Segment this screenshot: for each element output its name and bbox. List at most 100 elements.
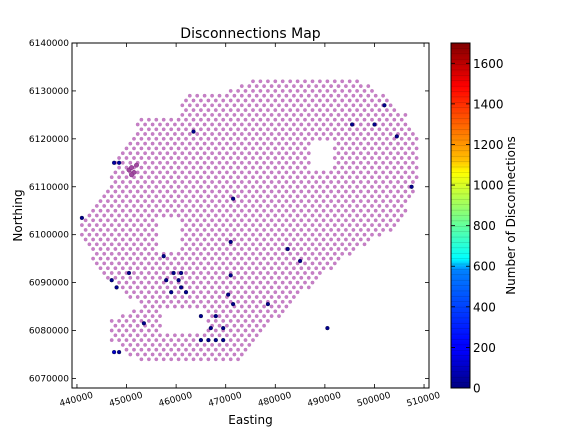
meter-point — [310, 117, 315, 122]
meter-point — [243, 319, 248, 323]
meter-point — [135, 295, 140, 299]
meter-point — [399, 194, 404, 199]
meter-point — [221, 146, 226, 151]
meter-point — [147, 213, 151, 218]
meter-point — [254, 304, 259, 309]
x-tick-label: 510000 — [406, 391, 442, 410]
meter-point — [147, 347, 151, 352]
meter-point — [217, 343, 222, 347]
meter-point — [232, 208, 237, 213]
meter-point — [254, 189, 259, 194]
meter-point — [336, 93, 341, 98]
meter-point — [310, 223, 315, 227]
meter-point — [143, 352, 147, 357]
meter-point — [191, 223, 196, 227]
meter-point — [195, 343, 200, 347]
meter-point — [370, 194, 374, 199]
meter-point — [344, 132, 348, 136]
meter-point — [392, 184, 397, 189]
meter-point — [254, 266, 259, 271]
meter-point — [132, 213, 136, 218]
meter-point — [362, 146, 367, 151]
meter-point — [266, 127, 270, 132]
meter-point — [340, 242, 345, 247]
meter-point — [295, 127, 300, 132]
meter-point — [154, 232, 159, 237]
meter-point — [184, 261, 188, 266]
meter-point — [351, 228, 356, 232]
meter-point — [135, 237, 140, 242]
meter-point — [202, 132, 207, 136]
meter-point — [314, 256, 319, 261]
meter-point — [351, 237, 356, 242]
meter-point — [165, 304, 170, 309]
meter-point — [344, 84, 348, 88]
meter-point — [202, 256, 207, 261]
meter-point — [225, 141, 229, 146]
meter-point — [321, 247, 326, 251]
meter-point — [87, 232, 92, 237]
meter-point — [381, 208, 385, 213]
meter-point — [388, 180, 393, 184]
meter-point — [262, 256, 266, 261]
meter-point — [332, 232, 337, 237]
meter-point — [210, 103, 214, 108]
meter-point — [258, 98, 263, 103]
meter-point — [124, 338, 129, 342]
meter-point — [336, 132, 341, 136]
meter-point — [273, 280, 278, 285]
meter-point — [221, 261, 226, 266]
meter-point — [143, 122, 147, 127]
meter-point — [288, 79, 293, 84]
meter-point — [280, 232, 285, 237]
meter-point — [120, 208, 125, 213]
meter-point — [139, 127, 144, 132]
meter-point — [403, 113, 408, 117]
meter-point — [147, 299, 151, 304]
meter-point — [239, 170, 244, 175]
meter-point — [396, 151, 400, 156]
meter-point — [165, 256, 170, 261]
meter-point — [370, 117, 374, 122]
meter-point — [232, 352, 237, 357]
meter-point — [247, 266, 252, 271]
meter-point — [98, 218, 103, 223]
meter-point — [187, 160, 192, 165]
meter-point — [199, 175, 203, 180]
meter-point — [303, 136, 307, 141]
meter-point — [254, 247, 259, 251]
meter-point — [318, 251, 322, 256]
meter-point — [217, 237, 222, 242]
meter-point — [180, 228, 185, 232]
meter-point — [191, 347, 196, 352]
meter-point — [154, 213, 159, 218]
meter-point — [284, 122, 289, 127]
meter-point — [366, 113, 371, 117]
meter-point — [358, 113, 363, 117]
meter-point — [385, 165, 389, 170]
meter-point — [351, 208, 356, 213]
meter-point — [173, 295, 177, 299]
meter-point — [332, 175, 337, 180]
meter-point — [321, 256, 326, 261]
meter-point — [269, 180, 274, 184]
meter-point — [403, 180, 408, 184]
meter-point — [358, 84, 363, 88]
meter-point — [239, 122, 244, 127]
meter-point — [306, 141, 311, 146]
meter-point — [251, 271, 255, 275]
meter-point — [373, 189, 378, 194]
meter-point — [135, 275, 140, 280]
meter-point — [176, 357, 181, 362]
meter-point — [161, 146, 166, 151]
meter-point — [91, 256, 95, 261]
meter-point — [347, 79, 352, 84]
meter-point — [191, 242, 196, 247]
meter-point — [195, 199, 200, 203]
meter-point — [392, 127, 397, 132]
meter-point — [269, 275, 274, 280]
meter-point — [236, 338, 240, 342]
meter-point — [228, 290, 233, 295]
meter-point — [199, 271, 203, 275]
meter-point — [325, 136, 330, 141]
